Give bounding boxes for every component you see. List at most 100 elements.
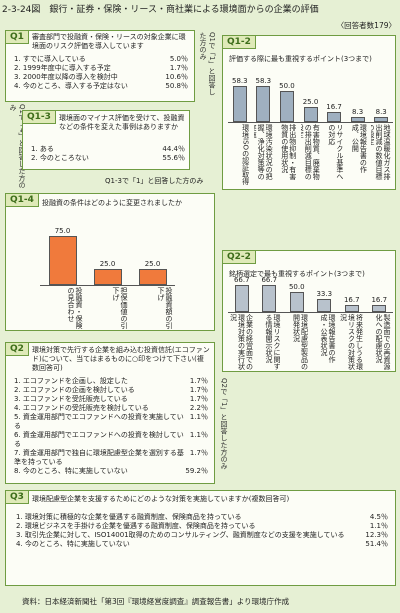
- answer-row: 4. エコファンドの受託販売を検討している 2.2％: [14, 404, 208, 413]
- chart-tag: Q1-2: [223, 36, 256, 49]
- answer-row: 1. エコファンドを企画し、設定した 1.7％: [14, 377, 208, 386]
- answer-list: 1. ある 44.4％ 2. 今のところない 55.6％: [31, 145, 185, 163]
- category-label: リサイクル基準への対応: [327, 124, 344, 180]
- chart-tag: Q1-4: [6, 194, 39, 207]
- value-label: 8.3: [352, 107, 364, 116]
- answer-row: 4. 今のところ、特に実施していない 51.4％: [16, 540, 388, 549]
- bar: [350, 116, 365, 122]
- bar: [232, 85, 247, 122]
- answer-value: 10.6％: [165, 73, 188, 81]
- category-label: 将来発生しうる環境リスクの対策状況: [340, 314, 364, 370]
- value-label: 58.3: [255, 76, 272, 85]
- value-label: 66.7: [233, 276, 250, 285]
- category-label: 担保価値の引下げ: [112, 287, 128, 329]
- value-label: 50.0: [288, 283, 305, 291]
- answer-row: 3. エコファンドを受託販売している 1.7％: [14, 395, 208, 404]
- answer-value: 4.5％: [369, 513, 388, 521]
- value-label: 58.3: [231, 76, 248, 85]
- category-label: 環境リスクに関する情報開示状況: [265, 314, 281, 370]
- category-label: 製造面での再資源化への配慮状況: [375, 314, 391, 370]
- answer-value: 1.1％: [369, 522, 388, 530]
- answer-text: 5. 資金運用部門でエコファンドへの投資を実施している: [14, 413, 184, 430]
- answer-list: 1. エコファンドを企画し、設定した 1.7％ 2. エコファンドの企画を検討してい…: [14, 377, 208, 476]
- answer-row: 2. 1999年度中に導入する予定 1.7％: [14, 64, 188, 73]
- bar: [327, 111, 342, 122]
- value-label: 50.0: [279, 82, 295, 90]
- value-label: 8.3: [375, 107, 387, 116]
- condition-note: Q1-3で「1」と回答した方のみ: [105, 177, 204, 185]
- answer-value: 5.0％: [169, 55, 188, 63]
- answer-text: 1. すでに導入している: [14, 55, 86, 63]
- answer-text: 2. 環境ビジネスを手掛ける企業を優遇する融資制度、保険商品を持っている: [16, 522, 256, 530]
- answer-value: 1.1％: [189, 413, 208, 421]
- condition-note: Q2で「1」と回答した方のみ: [220, 378, 228, 470]
- answer-value: 1.7％: [169, 64, 188, 72]
- answer-text: 4. 今のところ、導入する予定はない: [14, 82, 128, 90]
- bar: [289, 292, 304, 312]
- bar: [93, 268, 122, 285]
- answer-text: 1. 環境対策に積極的な企業を優遇する融資制度、保険商品を持っている: [16, 513, 242, 521]
- answer-value: 1.7％: [189, 377, 208, 385]
- category-label: 有害物質、廃棄物の排出削減目標の設定: [301, 124, 321, 180]
- answer-text: 1. エコファンドを企画し、設定した: [14, 377, 128, 385]
- answer-value: 55.6％: [162, 154, 185, 162]
- answer-row: 2. 今のところない 55.6％: [31, 154, 185, 163]
- bar: [262, 285, 277, 312]
- baseline: [228, 122, 393, 123]
- answer-text: 3. 2000年度以降の導入を検討中: [14, 73, 118, 81]
- q2-2-box: Q2-2 銘柄選定で最も重視するポイント(3つまで): [222, 250, 396, 372]
- category-label: 排出物抑制・有害物質の使用状況: [280, 124, 297, 180]
- chart-title: 銘柄選定で最も重視するポイント(3つまで): [229, 270, 365, 278]
- bar: [256, 85, 271, 122]
- answer-text: 2. エコファンドの企画を検討している: [14, 386, 135, 394]
- category-label: 投融資額の引下げ: [157, 287, 173, 329]
- answer-row: 3. 取引先企業に対して、ISO14001取得のためのコンサルティング、融資制度…: [16, 531, 388, 540]
- answer-value: 59.2％: [185, 467, 208, 475]
- answer-text: 4. エコファンドの受託販売を検討している: [14, 404, 149, 412]
- category-label: 環境報告書の作成、公開: [351, 124, 368, 173]
- answer-list: 1. 環境対策に積極的な企業を優遇する融資制度、保険商品を持っている 4.5％ 2.…: [16, 513, 388, 549]
- bar: [317, 298, 332, 312]
- answer-row: 1. ある 44.4％: [31, 145, 185, 154]
- baseline: [40, 285, 175, 286]
- answer-text: 2. 1999年度中に導入する予定: [14, 64, 111, 72]
- bar: [372, 305, 387, 312]
- answer-row: 7. 資金運用部門で独自に環境配慮型企業を選別する基準を持っている 1.7％: [14, 449, 208, 467]
- q1-4-box: Q1-4 投融資の条件はどのように変更されましたか: [5, 193, 215, 331]
- category-label: 環境配慮型製品の開発状況: [292, 314, 309, 370]
- answer-value: 2.2％: [189, 404, 208, 412]
- plot-area: 75.0 投融資・保険の見合わせ 25.0 担保価値の引下げ 25.0 投融資額の引下げ: [40, 215, 175, 329]
- q3-box: Q3 環境配慮型企業を支援するためにどのような対策を実施していますか(複数回答可…: [5, 490, 396, 586]
- answer-text: 6. 資金運用部門でエコファンドへの投資を検討している: [14, 431, 184, 448]
- answer-row: 2. 環境ビジネスを手掛ける企業を優遇する融資制度、保険商品を持っている 1.1％: [16, 522, 388, 531]
- answer-value: 1.1％: [189, 431, 208, 439]
- chart-title: 評価する際に最も重視するポイント(3つまで): [229, 55, 372, 63]
- question-tag: Q1-3: [23, 111, 56, 124]
- q1-box: Q1 審査部門で投融資・保険・リースの対象企業に環境面のリスク評価を導入していま…: [5, 30, 195, 102]
- condition-note: Q1で「1」と回答した方のみ: [199, 32, 216, 96]
- category-label: 地球温暖化ガス排出削減の数値目標の設定: [371, 124, 391, 180]
- value-label: 25.0: [302, 97, 319, 106]
- question: 審査部門で投融資・保険・リースの対象企業に環境面のリスク評価を導入しています: [32, 33, 186, 50]
- answer-row: 8. 今のところ、特に実施していない 59.2％: [14, 467, 208, 476]
- category-label: 投融資・保険の見合わせ: [67, 287, 83, 329]
- question-tag: Q3: [6, 491, 29, 504]
- answer-row: 1. 環境対策に積極的な企業を優遇する融資制度、保険商品を持っている 4.5％: [16, 513, 388, 522]
- answer-row: 3. 2000年度以降の導入を検討中 10.6％: [14, 73, 188, 82]
- answer-row: 6. 資金運用部門でエコファンドへの投資を検討している 1.1％: [14, 431, 208, 449]
- answer-text: 2. 今のところない: [31, 154, 89, 162]
- bar: [138, 268, 167, 285]
- chart-tag: Q2-2: [223, 251, 256, 264]
- bar: [374, 116, 389, 122]
- value-label: 25.0: [99, 259, 116, 268]
- value-label: 33.3: [316, 289, 333, 298]
- value-label: 16.7: [371, 296, 388, 305]
- answer-value: 1.7％: [189, 449, 208, 457]
- value-label: 66.7: [261, 276, 278, 285]
- source: 資料：日本経済新聞社「第3回『環境経営度調査』調査報告書」より環境庁作成: [22, 597, 290, 606]
- question: 環境面のマイナス評価を受けて、投融資などの条件を変えた事例はありますか: [59, 114, 185, 131]
- baseline: [228, 312, 393, 313]
- answer-value: 44.4％: [162, 145, 185, 153]
- value-label: 75.0: [54, 226, 71, 235]
- answer-row: 2. エコファンドの企画を検討している 1.7％: [14, 386, 208, 395]
